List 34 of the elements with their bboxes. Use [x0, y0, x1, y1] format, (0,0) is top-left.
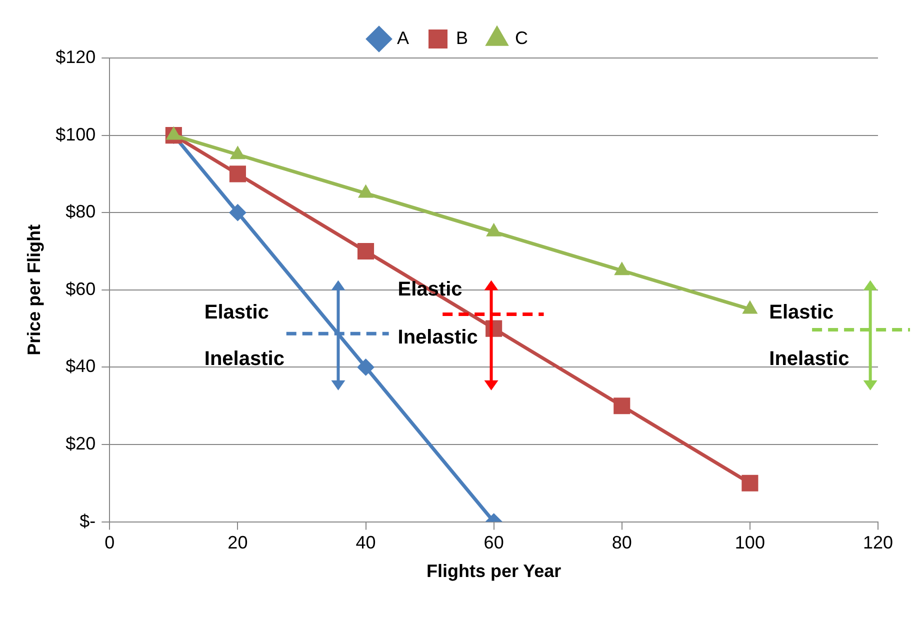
x-tick-label: 40 [356, 532, 376, 553]
x-tick-label: 0 [104, 532, 115, 553]
y-axis-title: Price per Flight [24, 224, 44, 356]
legend-label: C [515, 28, 528, 48]
legend-label: A [396, 28, 410, 48]
point [742, 300, 758, 314]
y-tick-label: $40 [66, 356, 96, 376]
y-tick-label: $- [80, 510, 96, 531]
annotation: Elastic [769, 302, 834, 324]
point [486, 223, 502, 236]
legend-label: B [456, 28, 468, 48]
point [357, 358, 374, 376]
point [614, 262, 630, 276]
annotation: Inelastic [204, 348, 284, 370]
x-tick-label: 20 [228, 532, 248, 553]
x-axis-title: Flights per Year [426, 561, 562, 582]
point [357, 242, 374, 260]
point [614, 398, 630, 414]
y-tick-label: $60 [66, 278, 96, 299]
annotation: Inelastic [398, 326, 478, 349]
x-tick-label: 80 [612, 532, 632, 553]
y-tick-label: $20 [66, 433, 96, 454]
annotation: Elastic [204, 302, 269, 324]
y-tick-label: $120 [56, 46, 96, 67]
x-tick-label: 60 [484, 532, 504, 553]
point [166, 126, 182, 140]
annotation: Inelastic [769, 348, 850, 370]
x-tick-label: 120 [862, 532, 894, 553]
point [742, 474, 758, 492]
y-tick-label: $100 [56, 124, 96, 144]
y-tick-label: $80 [66, 202, 96, 222]
point [358, 184, 374, 198]
point [230, 146, 246, 160]
x-tick-label: 100 [734, 532, 765, 553]
